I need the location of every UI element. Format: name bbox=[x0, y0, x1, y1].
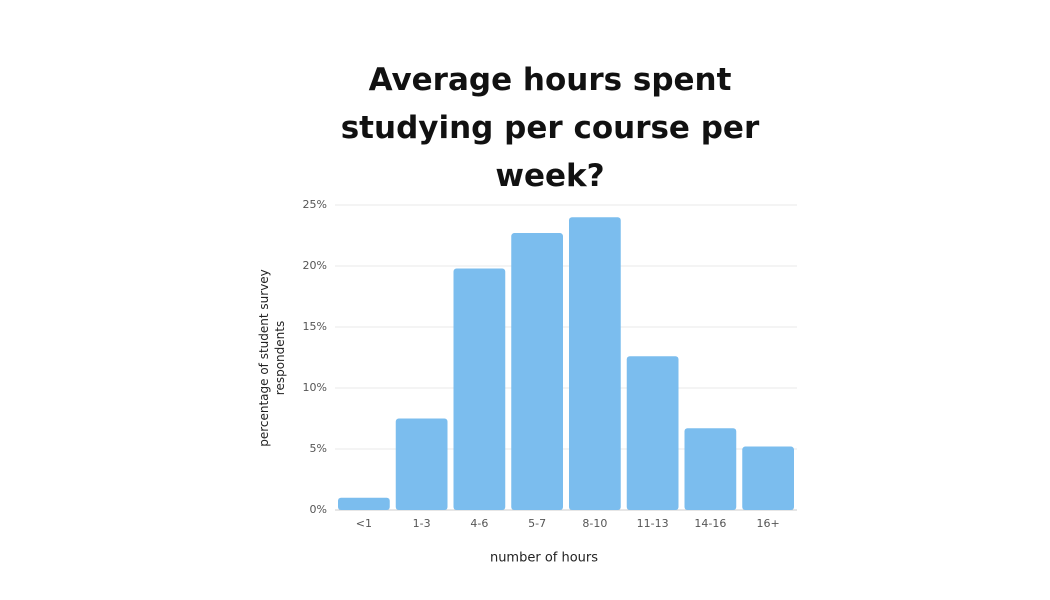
bar bbox=[626, 356, 679, 510]
bar bbox=[511, 233, 563, 510]
bar bbox=[338, 497, 390, 510]
x-axis-label: number of hours bbox=[490, 551, 598, 566]
x-tick-label: <1 bbox=[356, 517, 372, 530]
bar bbox=[742, 446, 794, 510]
y-tick-label: 25% bbox=[303, 198, 327, 211]
y-tick-label: 0% bbox=[310, 503, 327, 516]
x-tick-label: 1-3 bbox=[413, 517, 431, 530]
y-tick-label: 10% bbox=[303, 381, 327, 394]
x-tick-label: 8-10 bbox=[582, 517, 607, 530]
x-tick-label: 5-7 bbox=[528, 517, 546, 530]
y-tick-label: 15% bbox=[303, 320, 327, 333]
bar bbox=[569, 217, 621, 510]
x-tick-label: 16+ bbox=[757, 517, 780, 530]
y-tick-label: 20% bbox=[303, 259, 327, 272]
bar bbox=[684, 428, 737, 510]
chart-title: Average hours spent studying per course … bbox=[340, 62, 760, 194]
x-tick-label: 4-6 bbox=[470, 517, 488, 530]
x-tick-label: 11-13 bbox=[637, 517, 669, 530]
x-tick-label: 14-16 bbox=[694, 517, 726, 530]
y-tick-label: 5% bbox=[310, 442, 327, 455]
bar bbox=[453, 268, 506, 510]
bar bbox=[395, 418, 448, 510]
